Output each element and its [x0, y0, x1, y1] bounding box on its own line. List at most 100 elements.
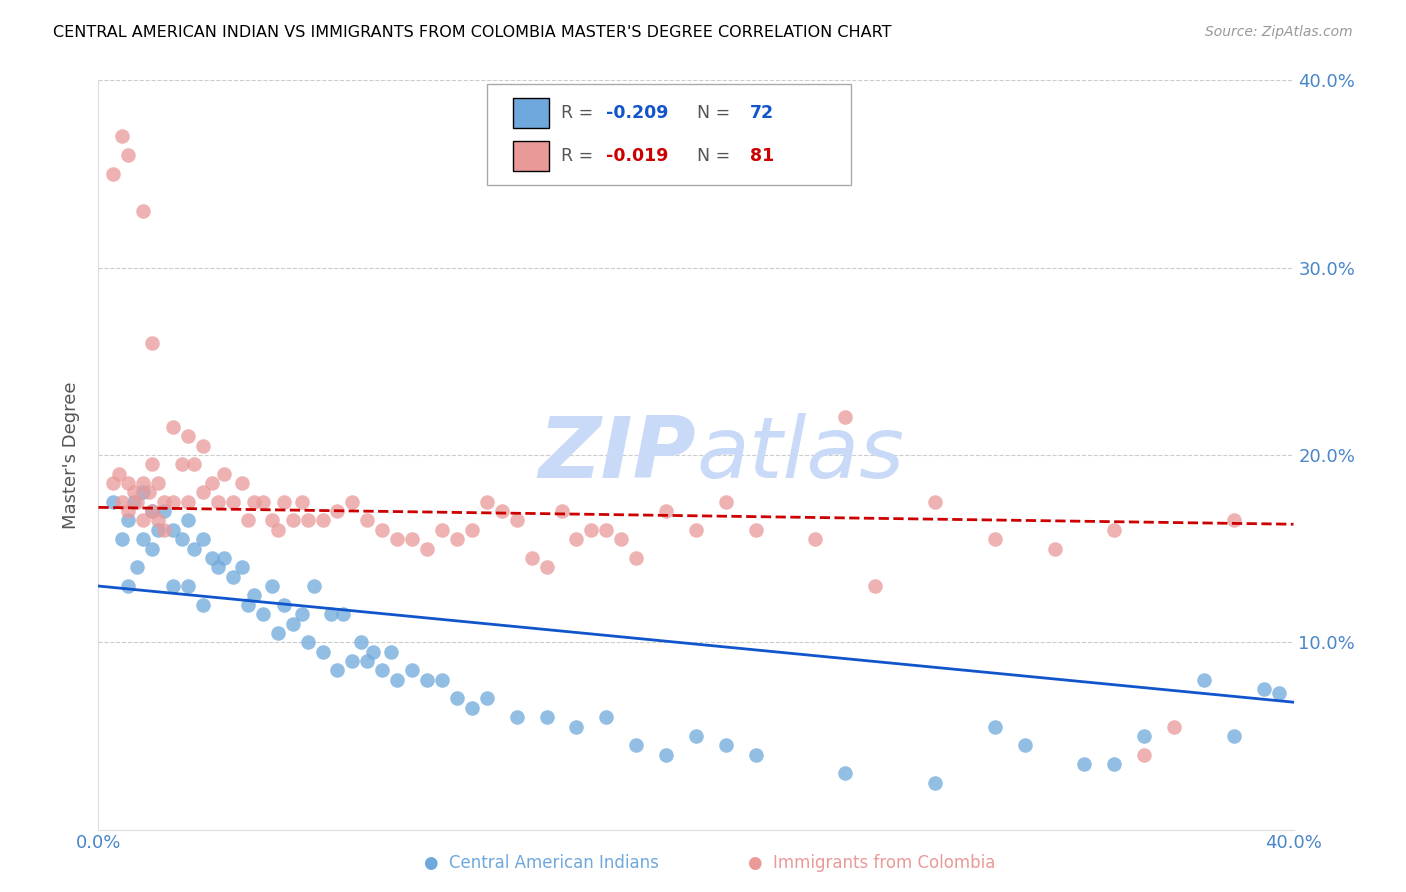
Point — [536, 710, 558, 724]
Point — [446, 532, 468, 546]
Point — [626, 551, 648, 566]
Point — [356, 514, 378, 528]
Point — [416, 673, 439, 687]
Point — [236, 514, 259, 528]
Point — [231, 560, 253, 574]
Point — [108, 467, 131, 481]
Point — [191, 485, 214, 500]
Point — [401, 532, 423, 546]
Point — [581, 523, 603, 537]
Point — [342, 494, 364, 508]
Point — [475, 494, 498, 508]
Point — [127, 560, 149, 574]
Point — [236, 598, 259, 612]
Point — [148, 514, 170, 528]
Point — [385, 673, 409, 687]
Point — [565, 532, 588, 546]
Point — [191, 439, 214, 453]
Point — [153, 494, 176, 508]
Point — [243, 589, 266, 603]
Point — [1267, 686, 1289, 700]
Text: ●  Central American Indians: ● Central American Indians — [423, 855, 659, 872]
Point — [461, 523, 484, 537]
FancyBboxPatch shape — [513, 98, 548, 128]
Point — [132, 476, 155, 491]
FancyBboxPatch shape — [486, 84, 852, 186]
Point — [267, 626, 290, 640]
Point — [626, 739, 648, 753]
Point — [297, 514, 319, 528]
Point — [685, 729, 707, 743]
Point — [177, 429, 200, 443]
Point — [1223, 514, 1246, 528]
Text: N =: N = — [686, 147, 737, 165]
Text: CENTRAL AMERICAN INDIAN VS IMMIGRANTS FROM COLOMBIA MASTER'S DEGREE CORRELATION : CENTRAL AMERICAN INDIAN VS IMMIGRANTS FR… — [53, 25, 891, 40]
Point — [984, 532, 1007, 546]
Point — [416, 541, 439, 556]
Text: 81: 81 — [749, 147, 773, 165]
Point — [111, 532, 134, 546]
Point — [267, 523, 290, 537]
Point — [834, 766, 856, 780]
Point — [1073, 756, 1095, 771]
Point — [1163, 719, 1185, 733]
Point — [132, 485, 155, 500]
Point — [103, 476, 125, 491]
Point — [141, 504, 163, 518]
Point — [321, 607, 343, 621]
Point — [834, 410, 856, 425]
Point — [207, 560, 229, 574]
Point — [183, 541, 205, 556]
Point — [1223, 729, 1246, 743]
Point — [1043, 541, 1066, 556]
Point — [550, 504, 572, 518]
Point — [342, 654, 364, 668]
Point — [117, 148, 139, 162]
Text: ●  Immigrants from Colombia: ● Immigrants from Colombia — [748, 855, 995, 872]
Point — [177, 514, 200, 528]
Point — [231, 476, 253, 491]
Text: atlas: atlas — [696, 413, 904, 497]
Point — [924, 776, 946, 790]
Point — [260, 514, 283, 528]
Point — [132, 532, 155, 546]
Text: 72: 72 — [749, 104, 773, 122]
Point — [252, 607, 274, 621]
Point — [520, 551, 543, 566]
Point — [191, 532, 214, 546]
Point — [138, 485, 160, 500]
Point — [183, 457, 205, 471]
Point — [446, 691, 468, 706]
Point — [311, 644, 333, 658]
Point — [350, 635, 373, 649]
Point — [153, 523, 176, 537]
Point — [475, 691, 498, 706]
Text: Source: ZipAtlas.com: Source: ZipAtlas.com — [1205, 25, 1353, 39]
Point — [162, 420, 184, 434]
Point — [141, 335, 163, 350]
Point — [311, 514, 333, 528]
Point — [212, 551, 235, 566]
Point — [326, 504, 349, 518]
Point — [273, 598, 295, 612]
Point — [655, 504, 678, 518]
Point — [212, 467, 235, 481]
Point — [141, 504, 163, 518]
Point — [177, 579, 200, 593]
Point — [430, 673, 453, 687]
Text: ZIP: ZIP — [538, 413, 696, 497]
Point — [141, 541, 163, 556]
Point — [117, 476, 139, 491]
Text: N =: N = — [686, 104, 737, 122]
Point — [222, 570, 245, 584]
Point — [714, 494, 737, 508]
Point — [132, 204, 155, 219]
Point — [461, 701, 484, 715]
Point — [401, 664, 423, 678]
Point — [385, 532, 409, 546]
Point — [111, 494, 134, 508]
Point — [371, 523, 394, 537]
Point — [260, 579, 283, 593]
Point — [491, 504, 513, 518]
Point — [714, 739, 737, 753]
